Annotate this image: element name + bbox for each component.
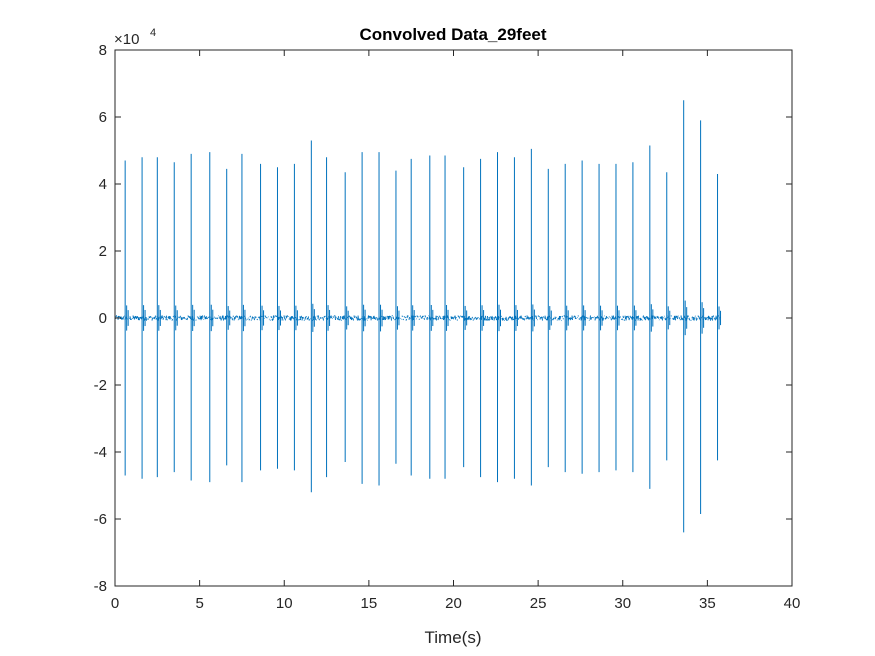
signal-pulse [124,160,129,476]
signal-pulse [463,167,468,468]
signal-pulse [700,120,705,514]
y-axis-exponent-power: 4 [150,27,156,39]
x-tick-label: 40 [784,595,801,612]
y-tick-label: 6 [99,109,107,126]
signal-pulse [293,163,298,471]
signal-pulse [378,152,383,486]
signal-pulse [310,140,315,493]
signal-pulse [156,157,161,478]
signal-pulse [717,173,722,461]
signal-pulse [344,172,349,463]
signal-pulse [173,162,178,473]
signal-pulse [666,172,671,461]
signal-pulse [513,157,518,479]
signal-pulse [276,167,281,469]
signal-pulse [395,170,400,464]
tick-layer: 0 5 10 15 20 25 30 35 40 -8 -6 -4 -2 0 2 4 6 8 [94,42,801,612]
x-tick-label: 5 [195,595,203,612]
signal-pulse [410,158,415,476]
y-tick-label: -2 [94,377,107,394]
x-tick-label: 0 [111,595,119,612]
x-tick-label: 35 [699,595,716,612]
x-tick-label: 20 [445,595,462,612]
signal-pulse [260,163,265,471]
signal-pulse [226,168,231,466]
signal-pulse [632,162,637,473]
x-tick-label: 15 [361,595,378,612]
y-tick-label: -6 [94,511,107,528]
signal-pulse [530,148,535,486]
signal-pulse [444,155,449,479]
signal-pulse [241,153,246,483]
y-tick-label: 4 [99,176,107,193]
signal-pulse [141,157,146,479]
y-tick-label: 0 [99,310,107,327]
series-layer [114,100,722,533]
x-tick-label: 30 [614,595,631,612]
signal-pulse [497,152,502,483]
signal-pulse [564,163,569,473]
signal-pulse [649,145,654,489]
x-tick-label: 10 [276,595,293,612]
signal-pulse [547,168,552,468]
chart-title: Convolved Data_29feet [359,25,546,44]
signal-pulse [361,152,366,484]
y-tick-label: -4 [94,444,107,461]
signal-pulse [615,163,620,471]
signal-pulse [190,153,195,481]
signal-pulse [683,100,688,533]
signal-pulse [326,157,331,478]
signal-pulse [429,155,434,479]
x-axis-label: Time(s) [425,628,482,647]
signal-pulse [581,160,586,474]
signal-pulse [598,163,603,473]
y-axis-exponent-base: ×10 [114,31,139,48]
y-tick-label: 2 [99,243,107,260]
signal-pulse [480,158,485,478]
y-tick-label: -8 [94,578,107,595]
y-tick-label: 8 [99,42,107,59]
x-tick-label: 25 [530,595,547,612]
signal-pulse [209,152,214,483]
